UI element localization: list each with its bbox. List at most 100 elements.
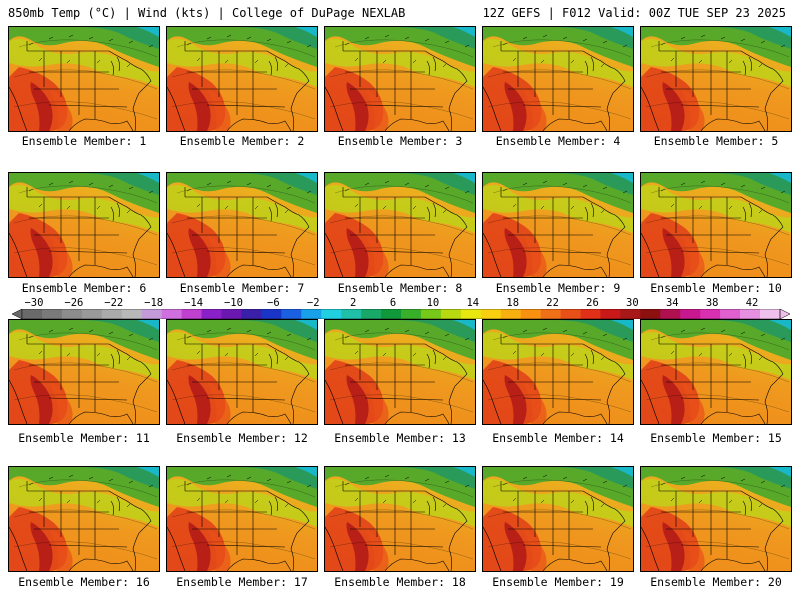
colorbar-tick-label: −18 [144, 297, 164, 309]
temperature-map [641, 27, 791, 131]
colorbar-swatch [420, 309, 442, 319]
colorbar-swatch [401, 309, 422, 319]
colorbar-swatch [520, 309, 541, 319]
temperature-map [167, 320, 317, 424]
colorbar-tick-label: 18 [506, 297, 520, 309]
ensemble-map-panel [482, 319, 634, 425]
ensemble-map-panel [640, 172, 792, 278]
colorbar-tick-label: 10 [426, 297, 440, 309]
colorbar-tick-label: −26 [64, 297, 84, 309]
colorbar-tick-label: −2 [306, 297, 320, 309]
colorbar-swatch [720, 309, 741, 319]
ensemble-map-panel [482, 172, 634, 278]
colorbar-swatch [460, 309, 482, 319]
ensemble-member-label: Ensemble Member: 18 [334, 575, 466, 589]
colorbar-swatch [22, 309, 43, 319]
colorbar-swatch [700, 309, 721, 319]
colorbar-tick-label: 14 [466, 297, 480, 309]
temperature-map [641, 467, 791, 571]
colorbar-swatch [640, 309, 661, 319]
ensemble-member-label: Ensemble Member: 6 [21, 281, 147, 295]
colorbar-swatch [41, 309, 63, 319]
colorbar-tick-label: 26 [586, 297, 599, 309]
ensemble-map-panel [166, 466, 318, 572]
ensemble-member-label: Ensemble Member: 19 [492, 575, 624, 589]
temperature-map [483, 27, 633, 131]
ensemble-map-panel [640, 319, 792, 425]
colorbar-swatch [480, 309, 502, 319]
ensemble-member-label: Ensemble Member: 14 [492, 431, 624, 445]
temperature-map [483, 320, 633, 424]
ensemble-member-label: Ensemble Member: 8 [337, 281, 463, 295]
colorbar-tick-label: 22 [546, 297, 559, 309]
ensemble-map-panel [640, 466, 792, 572]
colorbar-labels: −30 −26 −22 −18 −14 −10 −6 −2 2 6 10 14 18 22 26 30 34 38… [0, 297, 800, 311]
colorbar-max-arrow [779, 309, 790, 319]
ensemble-map-panel [482, 466, 634, 572]
ensemble-map-panel [166, 26, 318, 132]
colorbar-swatch [440, 309, 462, 319]
ensemble-member-label: Ensemble Member: 10 [650, 281, 782, 295]
colorbar-swatch [301, 309, 322, 319]
temperature-map [325, 320, 475, 424]
colorbar-tick-label: −30 [24, 297, 44, 309]
temperature-map [483, 467, 633, 571]
temperature-map [9, 27, 159, 131]
temperature-map [167, 467, 317, 571]
colorbar-swatch [381, 309, 402, 319]
ensemble-map-panel [482, 26, 634, 132]
ensemble-member-label: Ensemble Member: 16 [18, 575, 150, 589]
colorbar-swatch [221, 309, 242, 319]
colorbar-tick-label: −6 [267, 297, 280, 309]
colorbar-swatch [540, 309, 561, 319]
colorbar-tick-label: −14 [184, 297, 204, 309]
temperature-map [167, 173, 317, 277]
colorbar-min-arrow [12, 309, 23, 319]
colorbar-swatch [660, 309, 681, 319]
ensemble-map-panel [8, 319, 160, 425]
colorbar-swatch [81, 309, 103, 319]
colorbar-swatch [281, 309, 302, 319]
ensemble-member-label: Ensemble Member: 4 [495, 134, 621, 148]
colorbar-tick-label: 42 [745, 297, 759, 309]
ensemble-member-label: Ensemble Member: 5 [653, 134, 779, 148]
colorbar-swatch [341, 309, 362, 319]
ensemble-member-label: Ensemble Member: 2 [179, 134, 305, 148]
colorbar-tick-label: 2 [349, 297, 357, 309]
temperature-map [325, 27, 475, 131]
colorbar-tick-label: 38 [705, 297, 719, 309]
temperature-map [325, 467, 475, 571]
temperature-map [167, 27, 317, 131]
colorbar-swatch [261, 309, 282, 319]
temperature-map [641, 320, 791, 424]
ensemble-member-label: Ensemble Member: 12 [176, 431, 308, 445]
temperature-map [9, 173, 159, 277]
ensemble-member-label: Ensemble Member: 7 [179, 281, 305, 295]
temperature-map [9, 320, 159, 424]
ensemble-map-panel [8, 466, 160, 572]
ensemble-map-panel [324, 466, 476, 572]
colorbar-swatch [500, 309, 521, 319]
chart-title: 850mb Temp (°C) | Wind (kts) | College o… [8, 6, 406, 20]
colorbar-swatch [560, 309, 581, 319]
ensemble-member-label: Ensemble Member: 1 [21, 134, 147, 148]
colorbar-tick-label: 34 [665, 297, 679, 309]
temperature-map [641, 173, 791, 277]
colorbar-swatch [620, 309, 641, 319]
colorbar-swatch [181, 309, 202, 319]
colorbar-swatch [580, 309, 601, 319]
colorbar-swatch [161, 309, 182, 319]
colorbar-swatch [680, 309, 701, 319]
ensemble-map-panel [324, 26, 476, 132]
colorbar-swatch [141, 309, 162, 319]
temperature-map [483, 173, 633, 277]
colorbar-swatch [201, 309, 222, 319]
ensemble-map-panel [166, 319, 318, 425]
ensemble-map-panel [640, 26, 792, 132]
temperature-map [325, 173, 475, 277]
ensemble-member-label: Ensemble Member: 20 [650, 575, 782, 589]
ensemble-map-panel [8, 26, 160, 132]
ensemble-map-panel [166, 172, 318, 278]
colorbar-swatch [740, 309, 761, 319]
ensemble-member-label: Ensemble Member: 11 [18, 431, 150, 445]
